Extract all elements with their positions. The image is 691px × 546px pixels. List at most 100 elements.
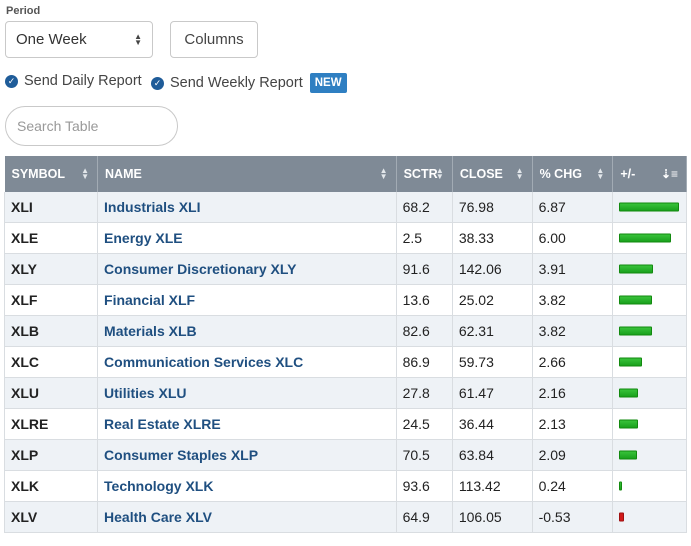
name-link[interactable]: Health Care XLV [97,501,397,533]
name-link[interactable]: Energy XLE [97,222,397,254]
pct-chg-cell: 3.82 [532,284,614,316]
change-bar-cell [612,192,687,223]
change-bar [619,264,654,274]
pct-chg-cell: -0.53 [532,501,614,533]
name-link[interactable]: Materials XLB [97,315,397,347]
close-cell: 63.84 [452,439,533,471]
header-plus-minus-label: +/- [620,167,636,181]
header-sctr[interactable]: SCTR ▲ ▼ [396,156,453,192]
close-cell: 61.47 [452,377,533,409]
table-row: XLV Health Care XLV 64.9 106.05 -0.53 [3,501,687,533]
sort-icon: ▲ ▼ [515,166,524,181]
name-link[interactable]: Consumer Staples XLP [97,439,397,471]
change-bar-cell [612,501,687,533]
table-row: XLC Communication Services XLC 86.9 59.73 2.… [3,346,687,378]
header-close-label: CLOSE [459,167,503,181]
table-row: XLF Financial XLF 13.6 25.02 3.82 [3,284,687,316]
pct-chg-cell: 2.13 [532,408,614,440]
header-close[interactable]: CLOSE ▲ ▼ [452,156,533,192]
table-row: XLE Energy XLE 2.5 38.33 6.00 [3,222,687,254]
symbol-cell: XLC [3,346,99,378]
pct-chg-cell: 0.24 [532,470,614,502]
change-bar-cell [612,470,687,502]
header-plus-minus[interactable]: +/- ⇣≡ [612,156,687,192]
table-row: XLP Consumer Staples XLP 70.5 63.84 2.09 [3,439,687,471]
change-bar-cell [612,222,687,254]
change-bar [619,419,639,429]
sort-icon: ▲ ▼ [596,166,605,181]
table-row: XLI Industrials XLI 68.2 76.98 6.87 [3,192,687,223]
select-arrows-icon: ▲ ▼ [134,31,142,47]
table-row: XLRE Real Estate XLRE 24.5 36.44 2.13 [3,408,687,440]
sctr-cell: 64.9 [396,501,453,533]
close-cell: 106.05 [452,501,533,533]
close-cell: 76.98 [452,192,533,223]
name-link[interactable]: Technology XLK [97,470,397,502]
search-input[interactable] [5,106,178,146]
close-cell: 59.73 [452,346,533,378]
symbol-cell: XLK [3,470,99,502]
sctr-cell: 27.8 [396,377,453,409]
symbol-cell: XLU [3,377,99,409]
name-link[interactable]: Utilities XLU [97,377,397,409]
close-cell: 38.33 [452,222,533,254]
period-label: Period [6,5,41,17]
pct-chg-cell: 2.09 [532,439,614,471]
columns-button[interactable]: Columns [170,21,258,58]
header-symbol[interactable]: SYMBOL ▲ ▼ [4,156,99,192]
change-bar [619,202,680,212]
pct-chg-cell: 2.16 [532,377,614,409]
symbol-cell: XLP [3,439,99,471]
symbol-cell: XLF [3,284,99,316]
period-select[interactable]: One Week ▲ ▼ [5,21,153,58]
change-bar [619,357,643,367]
sort-icon: ▲ ▼ [379,166,388,181]
change-bar [619,295,653,305]
weekly-report-option[interactable]: ✓ Send Weekly Report NEW [151,73,347,93]
change-bar [619,233,672,243]
close-cell: 142.06 [452,253,533,285]
symbol-cell: XLI [3,192,99,223]
change-bar-cell [612,377,687,409]
table-header-row: SYMBOL ▲ ▼ NAME ▲ ▼ SCTR ▲ ▼ CLOSE ▲ ▼ % CHG ▲ ▼ +… [4,156,687,192]
sctr-cell: 13.6 [396,284,453,316]
weekly-report-label: Send Weekly Report [170,75,303,91]
period-select-value: One Week [16,31,87,48]
check-icon: ✓ [151,76,164,90]
sort-icon: ▲ ▼ [81,166,90,181]
name-link[interactable]: Industrials XLI [97,192,397,223]
header-sctr-label: SCTR [403,167,438,181]
name-link[interactable]: Communication Services XLC [97,346,397,378]
new-badge: NEW [309,73,347,93]
change-bar [619,450,638,460]
sort-descending-icon: ⇣≡ [660,167,678,181]
change-bar-cell [612,253,687,285]
name-link[interactable]: Real Estate XLRE [97,408,397,440]
daily-report-option[interactable]: ✓ Send Daily Report [5,73,142,89]
close-cell: 113.42 [452,470,533,502]
sctr-cell: 2.5 [396,222,453,254]
change-bar [619,326,653,336]
change-bar-cell [612,439,687,471]
change-bar-cell [612,315,687,347]
name-link[interactable]: Consumer Discretionary XLY [97,253,397,285]
sctr-cell: 93.6 [396,470,453,502]
name-link[interactable]: Financial XLF [97,284,397,316]
sctr-cell: 68.2 [396,192,453,223]
pct-chg-cell: 3.91 [532,253,614,285]
header-pct-chg-label: % CHG [539,167,582,181]
symbol-cell: XLE [3,222,99,254]
sctr-cell: 82.6 [396,315,453,347]
symbol-cell: XLV [3,501,99,533]
check-icon: ✓ [5,74,18,88]
sctr-cell: 70.5 [396,439,453,471]
change-bar [619,481,623,491]
change-bar-cell [612,408,687,440]
table-row: XLU Utilities XLU 27.8 61.47 2.16 [3,377,687,409]
daily-report-label: Send Daily Report [24,73,142,89]
sort-icon: ▲ ▼ [435,166,444,181]
header-pct-chg[interactable]: % CHG ▲ ▼ [532,156,614,192]
change-bar-cell [612,284,687,316]
header-name[interactable]: NAME ▲ ▼ [97,156,397,192]
sctr-cell: 91.6 [396,253,453,285]
